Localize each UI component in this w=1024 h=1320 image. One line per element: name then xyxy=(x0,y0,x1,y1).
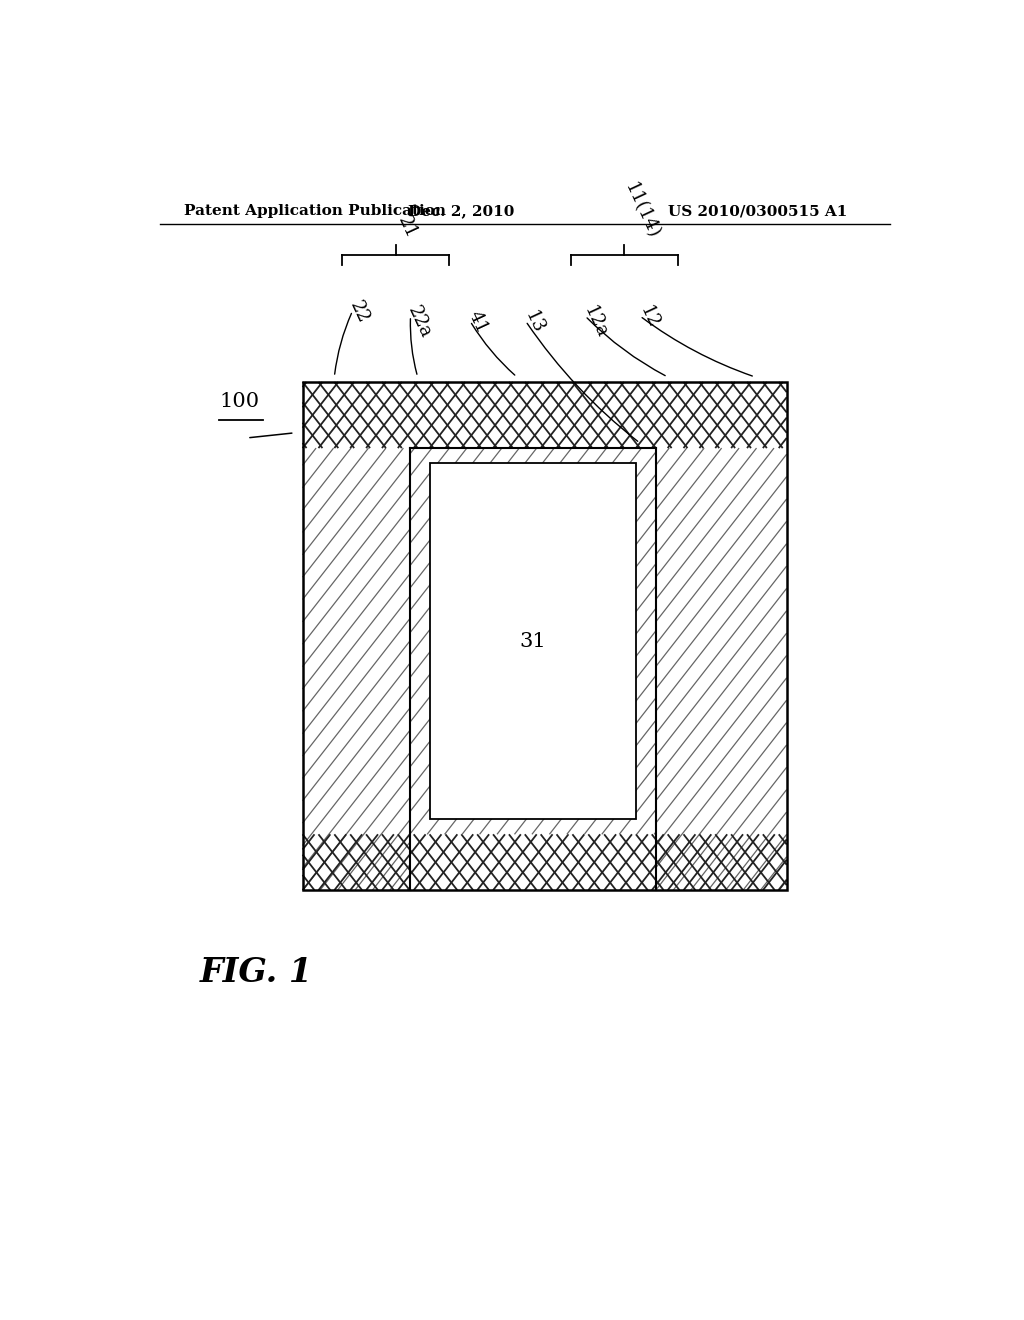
Text: US 2010/0300515 A1: US 2010/0300515 A1 xyxy=(668,205,847,218)
Text: 41: 41 xyxy=(465,309,492,337)
Text: 12a: 12a xyxy=(581,304,611,342)
Text: FIG. 1: FIG. 1 xyxy=(200,956,312,989)
Text: 22: 22 xyxy=(346,298,372,326)
Text: 11(14): 11(14) xyxy=(621,180,663,242)
Bar xyxy=(303,381,786,890)
Bar xyxy=(303,381,786,890)
Text: 13: 13 xyxy=(521,309,547,337)
Bar xyxy=(430,463,636,818)
Text: 21: 21 xyxy=(394,214,420,242)
Text: 31: 31 xyxy=(519,632,546,651)
Text: Dec. 2, 2010: Dec. 2, 2010 xyxy=(409,205,514,218)
Text: 100: 100 xyxy=(219,392,259,411)
Text: Patent Application Publication: Patent Application Publication xyxy=(183,205,445,218)
Text: 22a: 22a xyxy=(404,304,434,342)
Text: 12: 12 xyxy=(636,304,662,331)
